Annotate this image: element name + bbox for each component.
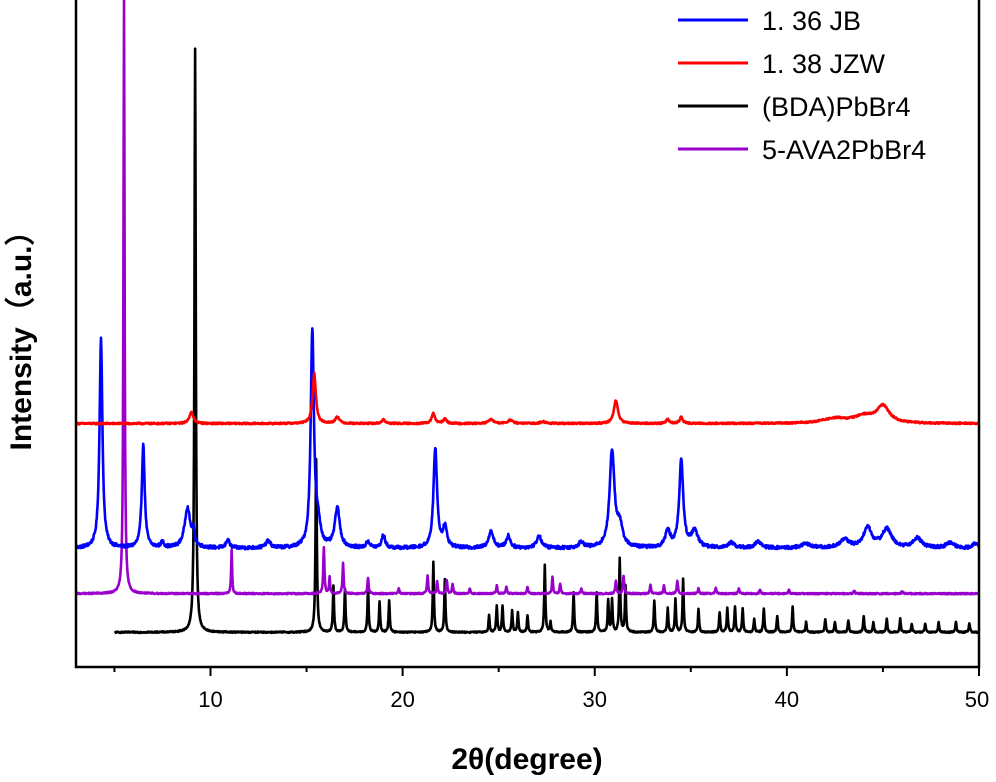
x-axis-title: 2θ(degree) (451, 743, 602, 776)
x-tick-label: 40 (775, 687, 799, 712)
series-line-0 (76, 327, 979, 551)
series-line-2 (113, 47, 979, 635)
legend-label: (BDA)PbBr4 (762, 92, 911, 122)
legend-label: 1. 38 JZW (762, 49, 886, 79)
series-line-3 (76, 0, 979, 596)
y-axis-title: Intensity（a.u.） (4, 215, 38, 450)
plot-frame (74, 0, 981, 669)
series-layer (76, 0, 979, 635)
x-tick-label: 20 (390, 687, 414, 712)
legend: 1. 36 JB 1. 38 JZW (BDA)PbBr4 5-AVA2PbBr4 (678, 6, 926, 165)
x-axis: 10 20 30 40 50 (113, 667, 989, 712)
legend-label: 5-AVA2PbBr4 (762, 135, 926, 165)
x-tick-label: 30 (583, 687, 607, 712)
legend-label: 1. 36 JB (762, 6, 861, 36)
x-tick-label: 10 (198, 687, 222, 712)
series-line-1 (76, 371, 979, 426)
x-tick-label: 50 (965, 687, 989, 712)
plot-area (76, 0, 979, 635)
